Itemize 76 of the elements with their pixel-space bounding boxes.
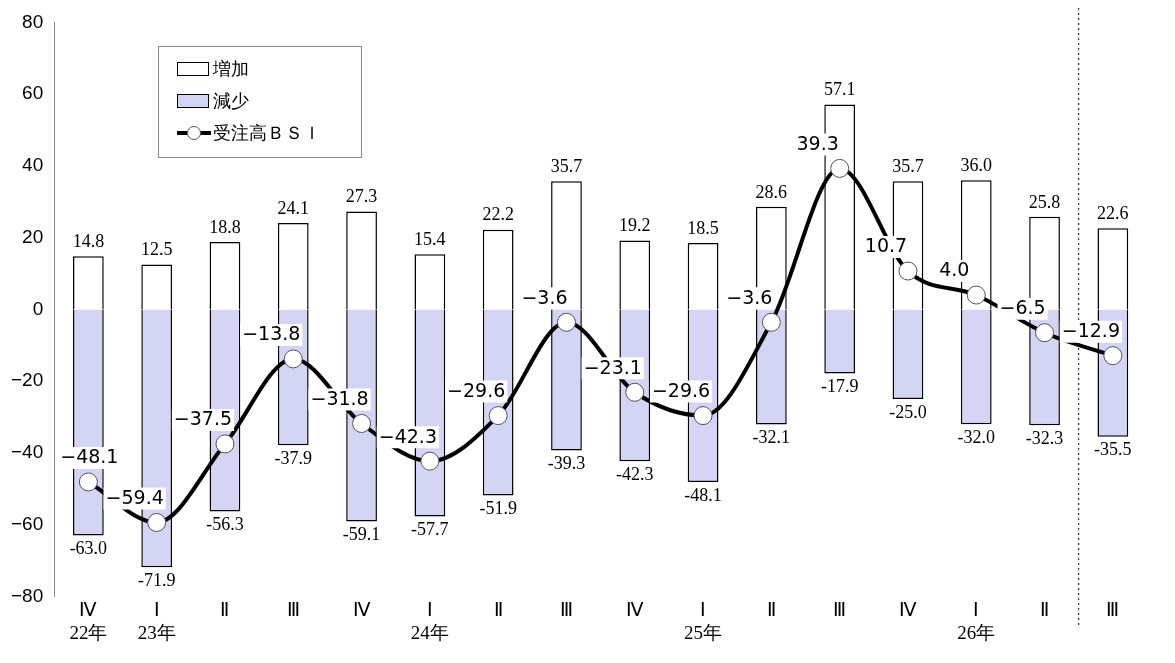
data-label: 10.7 — [864, 234, 908, 257]
data-label: 12.5 — [140, 239, 173, 260]
x-tick-label: Ⅳ — [898, 598, 917, 620]
data-label: −48.1 — [60, 445, 119, 468]
y-tick-label: −60 — [11, 512, 44, 534]
x-tick-label: Ⅰ 23年 — [137, 598, 176, 643]
y-tick-label: −80 — [11, 584, 44, 606]
data-label: −59.4 — [105, 485, 164, 508]
data-label: 22.6 — [1097, 203, 1129, 224]
data-label: −3.6 — [726, 285, 773, 308]
data-label: -39.3 — [547, 453, 586, 474]
data-label: 14.8 — [72, 231, 105, 252]
data-label: -42.3 — [616, 463, 654, 484]
legend-label: 増加 — [213, 57, 249, 81]
data-label: −31.8 — [310, 386, 369, 409]
data-label: 35.7 — [892, 156, 924, 177]
data-label: 39.3 — [796, 131, 839, 154]
data-label: -17.9 — [820, 376, 859, 397]
x-tick-label: Ⅳ — [625, 598, 644, 620]
data-label: -51.9 — [479, 498, 517, 519]
data-label: −29.6 — [447, 379, 506, 402]
data-label: −3.6 — [521, 285, 568, 308]
data-label: 24.1 — [277, 197, 310, 218]
x-tick-label: Ⅱ — [766, 598, 776, 620]
data-label: -25.0 — [889, 401, 927, 422]
data-label: −29.6 — [651, 379, 711, 402]
y-tick-label: 20 — [22, 225, 44, 247]
data-label: -59.1 — [342, 524, 381, 545]
x-tick-label: Ⅳ 22年 — [69, 598, 108, 643]
data-label: -63.0 — [69, 538, 108, 559]
y-tick-label: −20 — [11, 369, 44, 391]
x-tick-label: Ⅰ 25年 — [684, 598, 723, 643]
data-label: −42.3 — [378, 424, 437, 447]
data-label: 36.0 — [960, 154, 992, 175]
legend-label: 減少 — [213, 89, 249, 113]
y-tick-label: 60 — [22, 82, 44, 104]
data-label: 15.4 — [414, 228, 446, 249]
data-label: 28.6 — [755, 181, 788, 202]
data-label: -32.3 — [1025, 428, 1064, 449]
x-tick-label: Ⅱ — [1040, 598, 1050, 620]
y-tick-label: 40 — [22, 154, 44, 176]
y-tick-label: 0 — [32, 297, 44, 319]
x-tick-label: Ⅲ — [559, 598, 573, 620]
x-tick-label: Ⅳ — [352, 598, 371, 620]
x-tick-label: Ⅰ 26年 — [957, 598, 996, 643]
data-label: −12.9 — [1061, 319, 1120, 342]
data-label: −6.5 — [999, 296, 1046, 319]
legend-label: 受注高ＢＳＩ — [213, 121, 321, 145]
x-tick-label: Ⅱ — [493, 598, 503, 620]
data-label: 57.1 — [823, 79, 856, 100]
data-label: -35.5 — [1094, 439, 1132, 460]
data-label: -37.9 — [274, 448, 313, 469]
y-tick-label: −40 — [11, 441, 44, 463]
x-tick-label: Ⅱ — [220, 598, 230, 620]
x-tick-label: Ⅲ — [286, 598, 300, 620]
x-tick-label: Ⅲ — [833, 598, 847, 620]
data-label: -32.1 — [752, 427, 791, 448]
data-label: 35.7 — [550, 156, 583, 177]
x-tick-label: Ⅲ — [1106, 598, 1120, 620]
data-label: -48.1 — [684, 484, 722, 505]
data-label: −37.5 — [173, 407, 233, 430]
data-label: −23.1 — [583, 355, 642, 378]
data-label: 18.5 — [687, 217, 719, 238]
data-label: 27.3 — [345, 186, 378, 207]
data-label: -32.0 — [957, 426, 995, 447]
data-label: -56.3 — [206, 514, 244, 535]
data-label: 22.2 — [482, 204, 514, 225]
data-label: 25.8 — [1028, 191, 1061, 212]
data-label: 18.8 — [209, 216, 241, 237]
data-label: -71.9 — [137, 570, 176, 591]
x-tick-label: Ⅰ 24年 — [410, 598, 449, 643]
data-label: -57.7 — [411, 519, 449, 540]
data-label: 19.2 — [619, 215, 651, 236]
data-label: 4.0 — [939, 258, 970, 281]
y-tick-label: 80 — [22, 10, 44, 32]
data-label: −13.8 — [242, 322, 301, 345]
